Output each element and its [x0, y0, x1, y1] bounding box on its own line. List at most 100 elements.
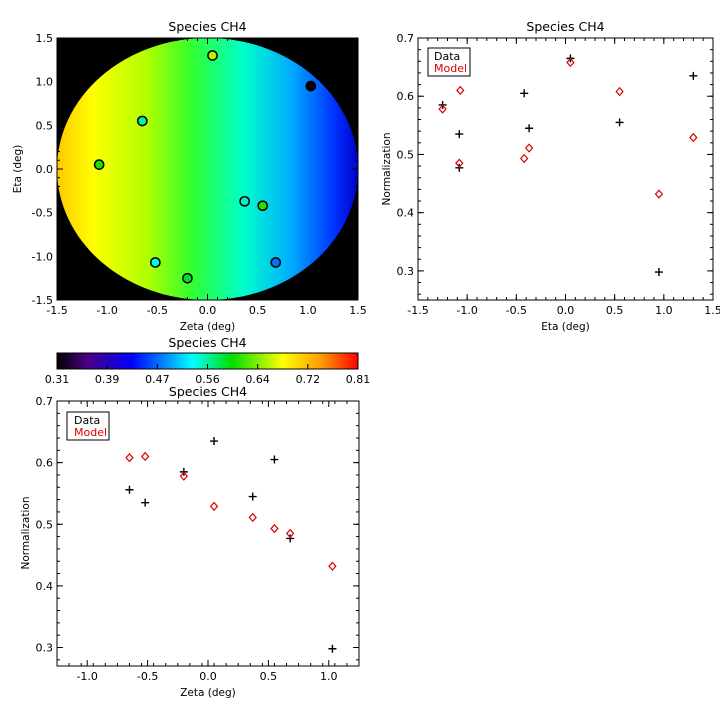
- map-ytick-label: 1.5: [36, 32, 54, 45]
- zeta-plot-ytick-label: 0.5: [36, 518, 54, 531]
- map-marker: [136, 115, 148, 127]
- map-marker: [207, 50, 218, 61]
- eta-plot-ylabel: Normalization: [381, 133, 393, 206]
- data-point-plus: [455, 130, 464, 139]
- data-point-plus: [210, 437, 219, 446]
- map-marker: [149, 257, 161, 268]
- colorbar-tick-label: 0.39: [95, 373, 120, 386]
- map-marker: [305, 80, 317, 92]
- colorbar-tick-label: 0.72: [296, 373, 321, 386]
- zeta-plot-xlabel: Zeta (deg): [180, 687, 236, 699]
- map-marker: [270, 257, 282, 268]
- data-point-plus: [689, 71, 698, 80]
- model-point-diamond: [209, 501, 219, 512]
- model-point-diamond: [615, 86, 624, 97]
- colorbar-title: Species CH4: [168, 335, 246, 350]
- map-xtick-label: 1.0: [299, 304, 317, 317]
- map-xlabel: Zeta (deg): [180, 321, 236, 333]
- eta-legend-model: Model: [434, 62, 467, 75]
- model-point-diamond: [140, 451, 150, 462]
- eta-plot-xlabel: Eta (deg): [541, 321, 590, 333]
- map-marker: [93, 159, 105, 170]
- data-point-plus: [141, 498, 150, 507]
- eta-plot-xtick-label: -1.5: [407, 304, 428, 317]
- zeta-legend-model: Model: [74, 426, 107, 439]
- map-ytick-label: -1.0: [32, 250, 53, 263]
- model-point-diamond: [285, 528, 295, 539]
- zeta-plot-ylabel: Normalization: [20, 497, 32, 570]
- colorbar-tick-label: 0.56: [195, 373, 220, 386]
- data-point-plus: [520, 89, 529, 98]
- normalization-vs-eta-plot: -1.5 -1.0 -0.5 0.0 0.5 1.0 1.50.30.40.50.60.7 …: [381, 19, 720, 333]
- model-point-diamond: [270, 523, 279, 534]
- eta-plot-xtick-label: 0.0: [557, 304, 575, 317]
- data-point-plus: [525, 124, 534, 133]
- model-point-diamond: [566, 57, 575, 68]
- zeta-plot-ytick-label: 0.3: [36, 642, 54, 655]
- model-point-diamond: [328, 561, 337, 571]
- zeta-plot-xtick-label: -1.0: [76, 670, 97, 683]
- data-point-plus: [248, 492, 257, 501]
- map-xtick-label: -0.5: [147, 304, 168, 317]
- map-ytick-label: -1.5: [32, 294, 53, 307]
- model-point-diamond: [689, 132, 698, 143]
- zeta-plot-xtick-label: 0.0: [199, 670, 217, 683]
- map-disk: [57, 38, 358, 300]
- zeta-plot-xtick-label: 1.0: [320, 670, 338, 683]
- model-point-diamond: [438, 104, 447, 114]
- eta-plot-title: Species CH4: [526, 19, 604, 34]
- zeta-legend-data: Data: [74, 414, 100, 427]
- map-ylabel: Eta (deg): [12, 145, 24, 194]
- eta-plot-xtick-label: -1.0: [456, 304, 477, 317]
- colorbar-tick-label: 0.64: [245, 373, 270, 386]
- data-point-plus: [654, 268, 663, 277]
- colorbar: Species CH4 0.31 0.39 0.47 0.56 0.64 0.72 0.81: [45, 335, 371, 386]
- eta-plot-ytick-label: 0.6: [397, 90, 415, 103]
- normalization-vs-zeta-plot: -1.0 -0.5 0.0 0.5 1.0 0.3 0.4 0.5 0.6 0.7 Data Mo…: [20, 384, 360, 699]
- data-point-plus: [615, 118, 624, 127]
- eta-plot-frame: [417, 37, 714, 301]
- data-point-plus: [328, 644, 337, 653]
- map-ytick-label: 0.5: [36, 119, 54, 132]
- colorbar-tick-label: 0.81: [346, 373, 371, 386]
- eta-plot-ytick-label: 0.5: [397, 148, 415, 161]
- zeta-plot-xtick-label: 0.5: [260, 670, 278, 683]
- eta-plot-xtick-label: 1.5: [704, 304, 720, 317]
- eta-plot-xtick-label: -0.5: [506, 304, 527, 317]
- model-point-diamond: [654, 189, 664, 199]
- data-point-plus: [125, 485, 134, 494]
- map-xtick-label: 0.5: [249, 304, 267, 317]
- eta-plot-xtick-label: 0.5: [606, 304, 624, 317]
- zeta-plot-ytick-label: 0.6: [36, 457, 54, 470]
- model-point-diamond: [179, 471, 189, 481]
- map-marker: [239, 195, 250, 207]
- zeta-legend-box: [66, 411, 110, 441]
- zeta-plot-ytick-label: 0.7: [36, 395, 54, 408]
- zeta-plot-title: Species CH4: [169, 384, 247, 399]
- model-point-diamond: [524, 143, 534, 153]
- colorbar-tick-label: 0.31: [45, 373, 70, 386]
- map-xtick-label: -1.0: [96, 304, 117, 317]
- zeta-plot-ytick-label: 0.4: [36, 580, 54, 593]
- model-point-diamond: [519, 153, 529, 164]
- data-point-plus: [270, 455, 279, 464]
- model-point-diamond: [125, 452, 134, 463]
- map-marker: [257, 200, 269, 212]
- model-point-diamond: [248, 512, 257, 523]
- eta-legend-box: [427, 47, 471, 77]
- eta-plot-ytick-label: 0.4: [397, 207, 415, 220]
- eta-plot-ytick-label: 0.7: [397, 32, 415, 45]
- colorbar-tick-label: 0.47: [145, 373, 170, 386]
- map-ytick-label: 0.0: [36, 163, 54, 176]
- map-xtick-label: 0.0: [199, 304, 217, 317]
- eta-plot-xtick-label: 1.0: [655, 304, 673, 317]
- model-point-diamond: [456, 85, 465, 96]
- map-ytick-label: -0.5: [32, 207, 53, 220]
- model-point-diamond: [455, 158, 464, 168]
- zeta-plot-frame: [56, 400, 360, 667]
- map-marker: [182, 272, 193, 284]
- map-xtick-label: 1.5: [349, 304, 367, 317]
- eta-legend-data: Data: [434, 50, 460, 63]
